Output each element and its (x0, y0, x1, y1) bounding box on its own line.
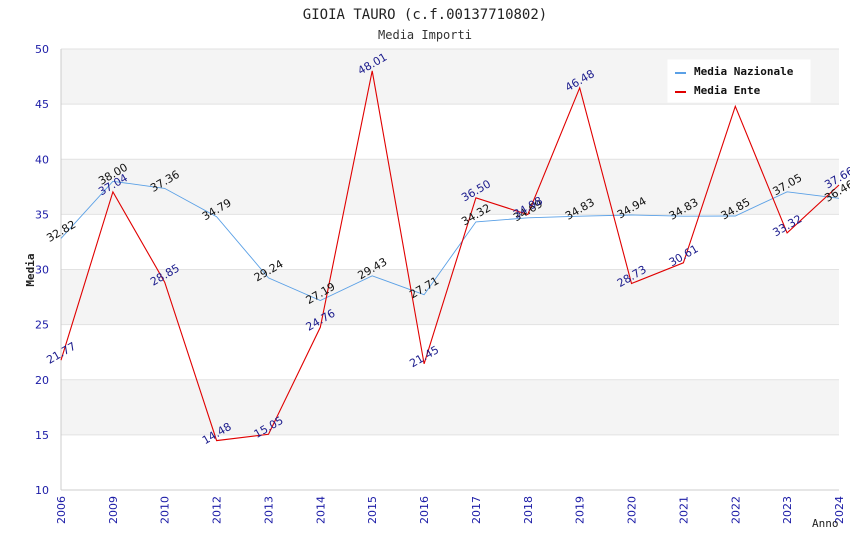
x-tick-labels: 2006 2009 2010 2012 2013 2014 2015 2016 2017 2018… (55, 496, 846, 524)
series-line-media-nazionale (60, 180, 840, 301)
x-tick-label: 2021 (677, 496, 690, 524)
y-tick-labels: 10 15 20 25 30 35 40 45 50 (35, 43, 49, 497)
chart-subtitle: Media Importi (378, 28, 472, 42)
x-tick-label: 2009 (107, 496, 120, 524)
x-tick-label: 2019 (574, 496, 587, 524)
axes (60, 49, 839, 491)
data-label: 33.32 (770, 212, 804, 239)
grid-band (61, 159, 839, 215)
y-tick-label: 50 (35, 43, 49, 56)
x-tick-label: 2010 (159, 496, 172, 524)
x-tick-label: 2015 (366, 496, 379, 524)
x-tick-label: 2016 (418, 496, 431, 524)
data-label: 21.45 (407, 343, 441, 370)
legend-label-media-ente: Media Ente (694, 84, 761, 97)
legend-box (667, 59, 811, 103)
series-lines (60, 70, 840, 442)
y-axis-title: Media (24, 253, 37, 286)
grid-band (61, 379, 839, 435)
chart-title: GIOIA TAURO (c.f.00137710802) (303, 7, 547, 23)
data-label: 30.61 (667, 242, 701, 269)
x-tick-label: 2018 (522, 496, 535, 524)
x-tick-label: 2006 (55, 496, 68, 524)
y-tick-label: 20 (35, 374, 49, 387)
x-tick-label: 2012 (211, 496, 224, 524)
x-tick-label: 2024 (833, 496, 846, 524)
y-tick-label: 10 (35, 484, 49, 497)
y-tick-label: 30 (35, 264, 49, 277)
y-tick-label: 35 (35, 208, 49, 221)
y-tick-label: 15 (35, 429, 49, 442)
x-axis-title: Anno (812, 517, 839, 530)
x-tick-label: 2022 (729, 496, 742, 524)
x-tick-label: 2023 (781, 496, 794, 524)
series-line-media-ente (60, 70, 840, 442)
grid-band (61, 269, 839, 325)
y-tick-label: 25 (35, 319, 49, 332)
legend-label-media-nazionale: Media Nazionale (694, 65, 794, 78)
grid-bands (61, 49, 839, 435)
y-tick-label: 40 (35, 153, 49, 166)
legend: Media Nazionale Media Ente (667, 59, 811, 103)
x-tick-label: 2013 (262, 496, 275, 524)
x-tick-label: 2014 (314, 496, 327, 524)
x-tick-label: 2020 (626, 496, 639, 524)
x-tick-label: 2017 (470, 496, 483, 524)
y-tick-label: 45 (35, 98, 49, 111)
